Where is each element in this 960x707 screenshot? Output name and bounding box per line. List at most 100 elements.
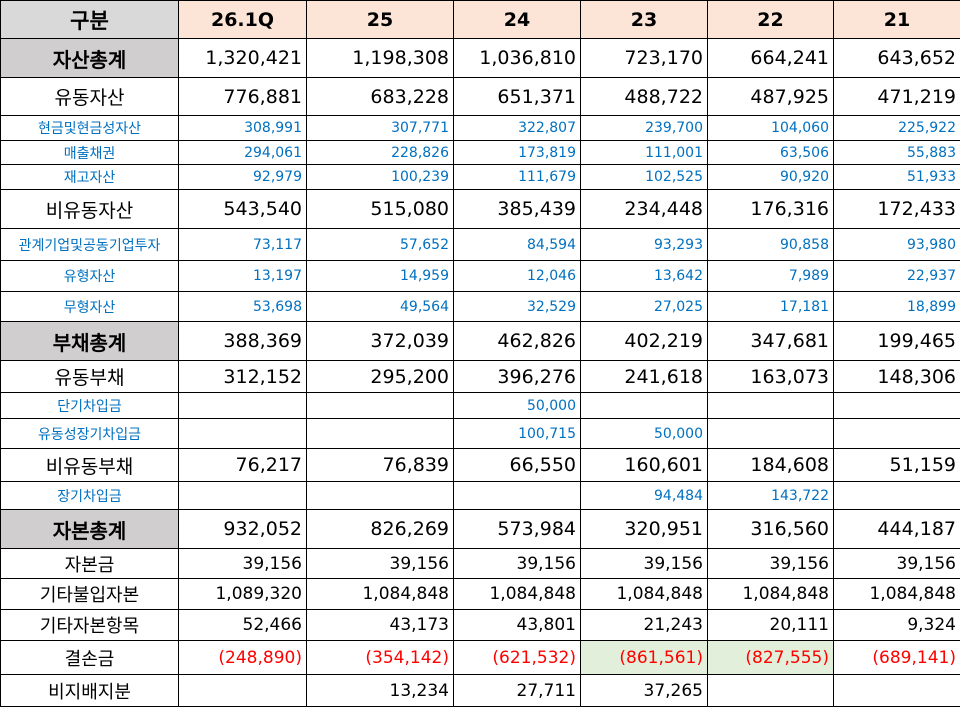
cell: 163,073 — [708, 361, 834, 393]
row-label: 비유동부채 — [1, 449, 179, 482]
cell: 723,170 — [581, 39, 708, 78]
cell: 50,000 — [581, 419, 708, 449]
cell: 90,920 — [708, 165, 834, 190]
row-label: 기타자본항목 — [1, 610, 179, 641]
cell: 93,980 — [834, 229, 960, 261]
cell: 444,187 — [834, 510, 960, 549]
cell: 683,228 — [307, 78, 454, 116]
cell: 295,200 — [307, 361, 454, 393]
cell: 37,265 — [581, 675, 708, 707]
cell: 241,618 — [581, 361, 708, 393]
cell: 515,080 — [307, 190, 454, 229]
cell: 234,448 — [581, 190, 708, 229]
cell: 239,700 — [581, 116, 708, 141]
cell: 228,826 — [307, 141, 454, 165]
cell: 160,601 — [581, 449, 708, 482]
cell: 320,951 — [581, 510, 708, 549]
cell: 55,883 — [834, 141, 960, 165]
row-label: 유동자산 — [1, 78, 179, 116]
cell: 111,679 — [454, 165, 581, 190]
cell: 39,156 — [708, 549, 834, 579]
cell: (248,890) — [179, 641, 307, 675]
cell: 1,089,320 — [179, 579, 307, 610]
cell — [179, 675, 307, 707]
cell: 20,111 — [708, 610, 834, 641]
cell: 66,550 — [454, 449, 581, 482]
row-label: 비지배지분 — [1, 675, 179, 707]
cell: 94,484 — [581, 482, 708, 510]
cell — [708, 419, 834, 449]
row-label: 자본총계 — [1, 510, 179, 549]
cell: 347,681 — [708, 322, 834, 361]
row-label: 장기차입금 — [1, 482, 179, 510]
cell: 100,715 — [454, 419, 581, 449]
cell: 173,819 — [454, 141, 581, 165]
cell: 39,156 — [834, 549, 960, 579]
cell — [179, 419, 307, 449]
cell: (621,532) — [454, 641, 581, 675]
row-label: 비유동자산 — [1, 190, 179, 229]
cell: 93,293 — [581, 229, 708, 261]
cell — [307, 482, 454, 510]
cell: 22,937 — [834, 261, 960, 292]
cell — [834, 393, 960, 419]
cell: (354,142) — [307, 641, 454, 675]
cell: 1,084,848 — [834, 579, 960, 610]
cell: 73,117 — [179, 229, 307, 261]
cell — [708, 675, 834, 707]
cell: 402,219 — [581, 322, 708, 361]
row-label: 매출채권 — [1, 141, 179, 165]
cell: 32,529 — [454, 292, 581, 322]
cell: 7,989 — [708, 261, 834, 292]
header-cell: 25 — [307, 1, 454, 39]
cell: 932,052 — [179, 510, 307, 549]
cell: 17,181 — [708, 292, 834, 322]
cell: 111,001 — [581, 141, 708, 165]
cell: 1,084,848 — [708, 579, 834, 610]
row-label: 관계기업및공동기업투자 — [1, 229, 179, 261]
cell: 12,046 — [454, 261, 581, 292]
cell: 488,722 — [581, 78, 708, 116]
cell: 76,839 — [307, 449, 454, 482]
cell: 18,899 — [834, 292, 960, 322]
row-label: 기타불입자본 — [1, 579, 179, 610]
cell: 776,881 — [179, 78, 307, 116]
header-cell: 26.1Q — [179, 1, 307, 39]
cell: 104,060 — [708, 116, 834, 141]
cell: (827,555) — [708, 641, 834, 675]
header-cell: 21 — [834, 1, 960, 39]
cell: 90,858 — [708, 229, 834, 261]
row-label: 재고자산 — [1, 165, 179, 190]
cell — [581, 393, 708, 419]
row-label: 유동부채 — [1, 361, 179, 393]
cell — [834, 419, 960, 449]
cell: 50,000 — [454, 393, 581, 419]
cell: 308,991 — [179, 116, 307, 141]
row-label: 무형자산 — [1, 292, 179, 322]
cell: 52,466 — [179, 610, 307, 641]
cell: 184,608 — [708, 449, 834, 482]
cell: 148,306 — [834, 361, 960, 393]
cell: 51,159 — [834, 449, 960, 482]
cell: 826,269 — [307, 510, 454, 549]
header-cell: 24 — [454, 1, 581, 39]
cell: 1,198,308 — [307, 39, 454, 78]
row-label: 유동성장기차입금 — [1, 419, 179, 449]
cell: 57,652 — [307, 229, 454, 261]
cell: 312,152 — [179, 361, 307, 393]
cell: (861,561) — [581, 641, 708, 675]
cell: 651,371 — [454, 78, 581, 116]
cell: 39,156 — [581, 549, 708, 579]
